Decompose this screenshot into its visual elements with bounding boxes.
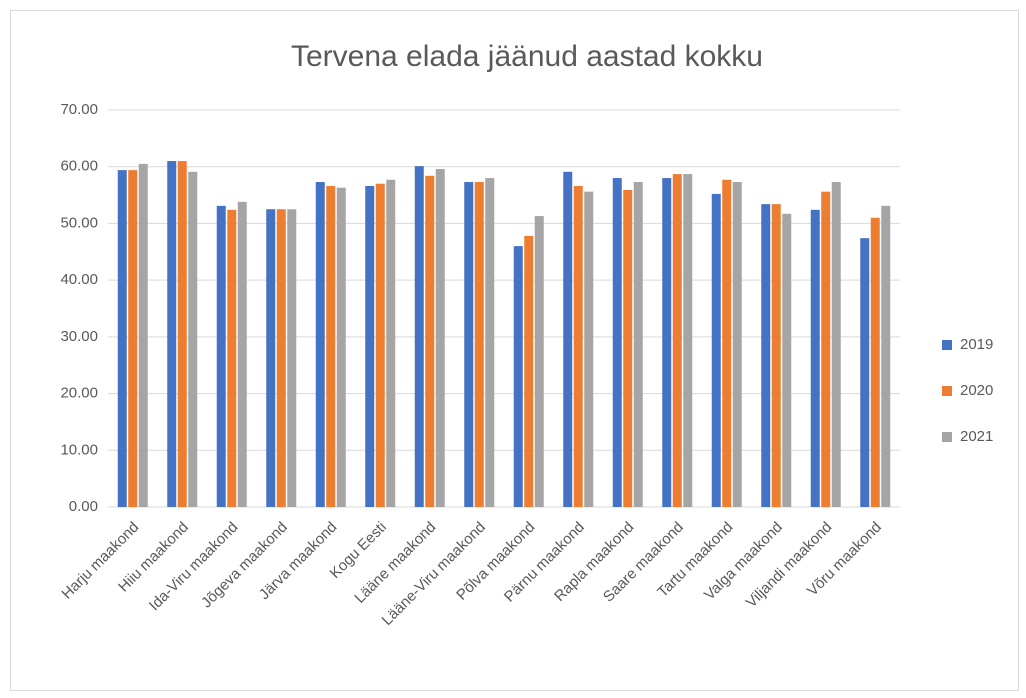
y-tick-label: 70.00	[60, 101, 98, 118]
legend-label: 2021	[960, 428, 993, 445]
y-tick-label: 30.00	[60, 328, 98, 345]
y-tick-label: 50.00	[60, 214, 98, 231]
bar	[237, 201, 247, 507]
bar	[821, 191, 831, 507]
bar	[623, 189, 633, 507]
bar	[117, 170, 127, 508]
bar	[216, 205, 226, 507]
bar	[810, 209, 820, 507]
bar	[177, 161, 187, 508]
bar	[315, 182, 325, 507]
bar	[414, 166, 424, 507]
bar	[870, 217, 880, 507]
bar	[375, 183, 385, 507]
bar	[485, 178, 495, 508]
bar	[266, 209, 276, 507]
y-tick-label: 40.00	[60, 271, 98, 288]
bar	[513, 246, 523, 507]
bar	[722, 179, 732, 507]
bar	[534, 216, 544, 507]
bar	[881, 205, 891, 507]
y-tick-label: 0.00	[69, 498, 98, 515]
legend-swatch	[942, 340, 952, 350]
y-tick-label: 10.00	[60, 441, 98, 458]
bar	[831, 182, 841, 507]
bar	[138, 163, 148, 507]
bar	[188, 171, 198, 507]
bar	[612, 178, 622, 508]
bar	[386, 179, 396, 507]
bar	[167, 161, 177, 508]
bar	[524, 235, 534, 508]
bar	[732, 182, 742, 507]
bar	[276, 209, 286, 507]
bar	[584, 191, 594, 507]
y-tick-label: 20.00	[60, 385, 98, 402]
bar	[633, 182, 643, 507]
bar	[782, 213, 792, 507]
bar	[761, 204, 771, 507]
bar	[711, 193, 721, 508]
bar	[573, 185, 583, 508]
chart-title: Tervena elada jäänud aastad kokku	[291, 40, 763, 73]
bar	[425, 175, 435, 507]
bar	[435, 168, 445, 508]
bar	[128, 170, 138, 508]
legend-label: 2019	[960, 336, 993, 353]
bar	[365, 185, 375, 508]
legend-label: 2020	[960, 382, 993, 399]
legend-swatch	[942, 386, 952, 396]
bar	[474, 182, 484, 507]
bar	[227, 209, 237, 507]
bar	[672, 174, 682, 507]
bar	[771, 204, 781, 507]
bar	[683, 174, 693, 507]
bar	[860, 238, 870, 507]
legend-swatch	[942, 432, 952, 442]
bar	[563, 171, 573, 507]
y-tick-label: 60.00	[60, 158, 98, 175]
bar	[336, 187, 346, 507]
bar	[326, 185, 336, 508]
bar	[287, 209, 297, 507]
bar	[464, 182, 474, 507]
bar	[662, 178, 672, 508]
